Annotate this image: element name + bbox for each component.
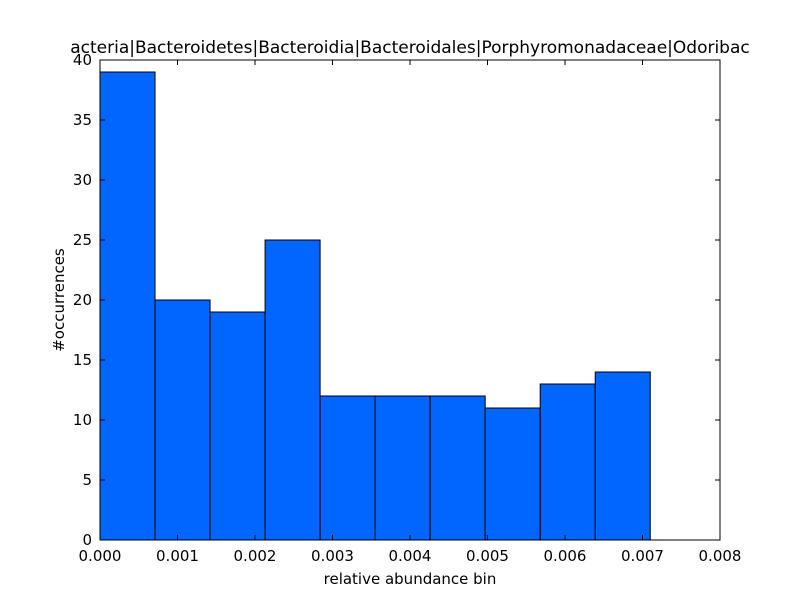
x-tick-label: 0.003 bbox=[311, 547, 354, 565]
x-tick-label: 0.008 bbox=[699, 547, 742, 565]
histogram-bar bbox=[594, 371, 651, 541]
x-tick-label: 0.000 bbox=[79, 547, 122, 565]
histogram-bar bbox=[374, 395, 431, 541]
histogram-bar bbox=[319, 395, 376, 541]
y-tick-label: 0 bbox=[82, 531, 92, 549]
x-tick-label: 0.005 bbox=[466, 547, 509, 565]
histogram-bar bbox=[209, 311, 266, 541]
y-axis-label: #occurrences bbox=[50, 248, 68, 352]
y-tick-label: 5 bbox=[82, 471, 92, 489]
x-tick-label: 0.006 bbox=[544, 547, 587, 565]
y-tick-label: 10 bbox=[73, 411, 92, 429]
y-tick-label: 20 bbox=[73, 291, 92, 309]
y-tick-label: 15 bbox=[73, 351, 92, 369]
y-tick-label: 25 bbox=[73, 231, 92, 249]
histogram-bar bbox=[429, 395, 486, 541]
chart-title: acteria|Bacteroidetes|Bacteroidia|Bacter… bbox=[70, 38, 750, 58]
y-tick-label: 35 bbox=[73, 111, 92, 129]
histogram-bar bbox=[539, 383, 596, 541]
y-tick-label: 30 bbox=[73, 171, 92, 189]
x-axis-label: relative abundance bin bbox=[324, 570, 497, 588]
x-tick-label: 0.007 bbox=[621, 547, 664, 565]
histogram-bar bbox=[484, 407, 541, 541]
histogram-bar bbox=[154, 299, 211, 541]
histogram-bar bbox=[99, 71, 156, 541]
x-tick-label: 0.001 bbox=[156, 547, 199, 565]
x-tick-label: 0.002 bbox=[234, 547, 277, 565]
histogram-bar bbox=[264, 239, 321, 541]
x-tick-label: 0.004 bbox=[389, 547, 432, 565]
y-tick-label: 40 bbox=[73, 51, 92, 69]
